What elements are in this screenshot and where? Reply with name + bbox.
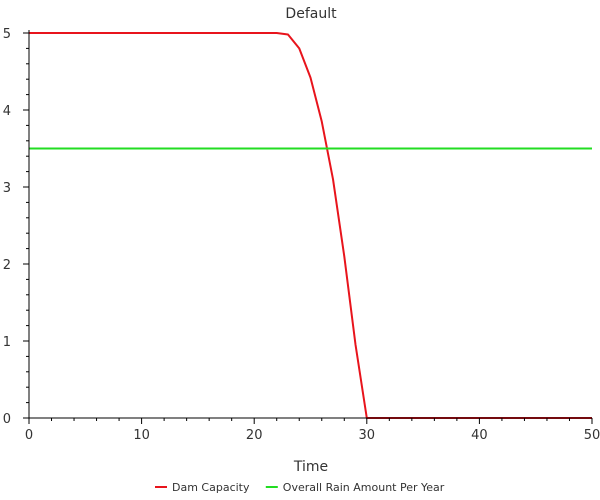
y-tick-label: 0: [3, 412, 11, 427]
x-axis-label: Time: [293, 459, 328, 475]
x-tick-label: 40: [471, 428, 488, 443]
series-line-1: [29, 32, 592, 419]
y-tick-label: 1: [3, 335, 11, 350]
y-axis: 0 1 2 3 4 5: [3, 27, 30, 427]
x-tick-label: 50: [584, 428, 600, 443]
x-tick-label: 0: [25, 428, 33, 443]
y-tick-label: 4: [3, 104, 11, 119]
x-tick-label: 20: [246, 428, 263, 443]
x-tick-label: 10: [133, 428, 150, 443]
legend-label: Dam Capacity: [172, 481, 250, 494]
x-tick-label: 30: [359, 428, 376, 443]
legend: Dam Capacity Overall Rain Amount Per Year: [155, 481, 445, 494]
legend-label: Overall Rain Amount Per Year: [283, 481, 445, 494]
y-tick-label: 5: [3, 27, 11, 42]
y-tick-label: 2: [3, 258, 11, 273]
y-tick-label: 3: [3, 181, 11, 196]
plot-area: [29, 32, 592, 419]
x-axis: 0 10 20 30 40 50: [25, 417, 600, 443]
chart-title: Default: [285, 6, 337, 22]
